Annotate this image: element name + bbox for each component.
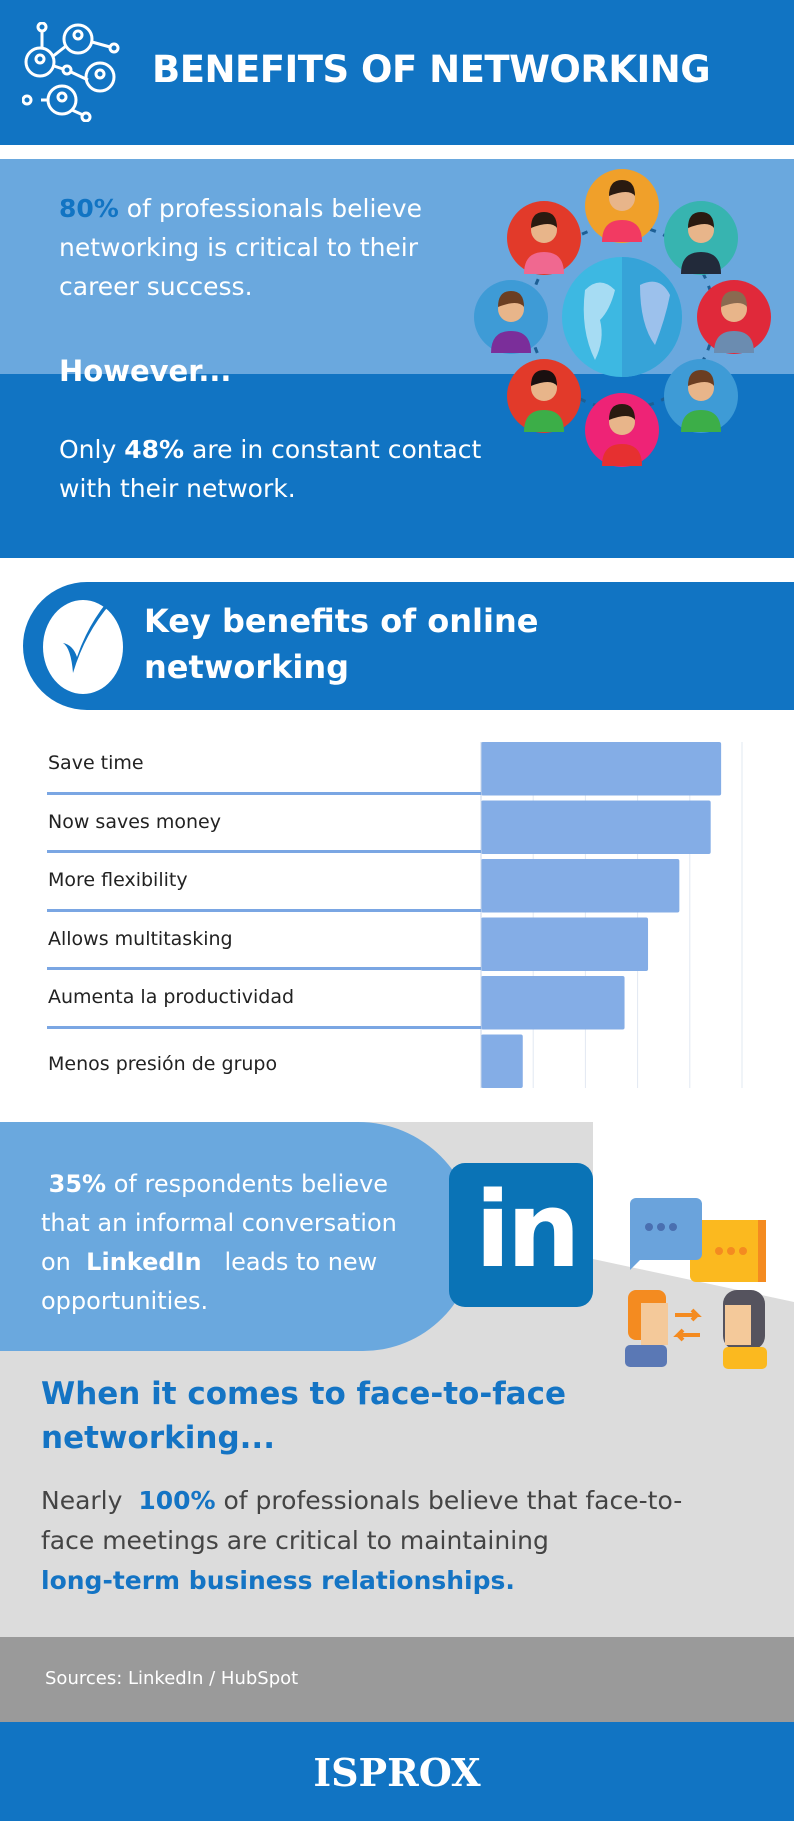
- isprox-logo: ISPROX: [313, 1750, 481, 1795]
- network-people-icon: [22, 22, 120, 122]
- key-benefits-title: Key benefits of online networking: [144, 602, 539, 686]
- header: [0, 0, 794, 145]
- face-to-face-text: Nearly 100% of professionals believe tha…: [41, 1486, 683, 1595]
- footer: ISPROX: [0, 1722, 794, 1821]
- sources-text: Sources: LinkedIn / HubSpot: [45, 1668, 299, 1689]
- checkmark-icon: [43, 600, 123, 694]
- stat-100: 100%: [138, 1486, 216, 1515]
- category-label: Save time: [48, 752, 144, 774]
- benefits-bar-chart: [480, 742, 743, 1088]
- stat-48-text: Only 48% are in constant contact with th…: [59, 435, 482, 503]
- conversation-illustration: [625, 1198, 767, 1369]
- linkedin-logo: in: [449, 1163, 593, 1307]
- category-label: Allows multitasking: [48, 927, 233, 950]
- stat-80: 80%: [59, 194, 119, 223]
- bar-0: [481, 742, 722, 796]
- row-separator: [47, 908, 481, 912]
- however-heading: However...: [59, 354, 232, 388]
- bar-2: [481, 859, 680, 913]
- bar-3: [481, 917, 649, 971]
- bar-1: [481, 800, 711, 854]
- bar-4: [481, 976, 625, 1030]
- category-label: Menos presión de grupo: [48, 1052, 278, 1075]
- stat-80-text: 80% of professionals believe networking …: [59, 194, 422, 301]
- row-separator: [47, 967, 481, 970]
- row-separator: [47, 850, 481, 853]
- sources-bar: Sources: LinkedIn / HubSpot: [0, 1637, 794, 1722]
- white-diagonal: [0, 1100, 794, 1302]
- category-label: Aumenta la productividad: [48, 986, 295, 1008]
- category-label: More flexibility: [48, 869, 188, 891]
- linkedin-stat-panel: [0, 1122, 475, 1351]
- avatar: [664, 201, 738, 275]
- avatar: [697, 280, 771, 354]
- face-to-face-heading: When it comes to face-to-face networking…: [41, 1376, 567, 1456]
- row-separator: [47, 1025, 481, 1029]
- row-separator: [47, 791, 481, 795]
- key-benefits-banner: [23, 582, 794, 710]
- avatar: [507, 201, 581, 275]
- category-label: Now saves money: [48, 810, 221, 833]
- avatar: [664, 359, 738, 433]
- stat-48: 48%: [124, 435, 185, 464]
- stat-35: 35%: [48, 1170, 107, 1198]
- avatar: [585, 169, 659, 243]
- avatar: [507, 359, 581, 433]
- avatar: [474, 280, 548, 354]
- networking-people-illustration: [474, 169, 771, 467]
- bar-5: [481, 1034, 523, 1088]
- linkedin-stat-text: 35% of respondents believe that an infor…: [41, 1170, 397, 1315]
- page-title: BENEFITS OF NETWORKING: [152, 48, 711, 91]
- intro-panel-dark: [0, 374, 794, 558]
- linkedin-brand: LinkedIn: [86, 1248, 202, 1276]
- avatar: [585, 393, 659, 467]
